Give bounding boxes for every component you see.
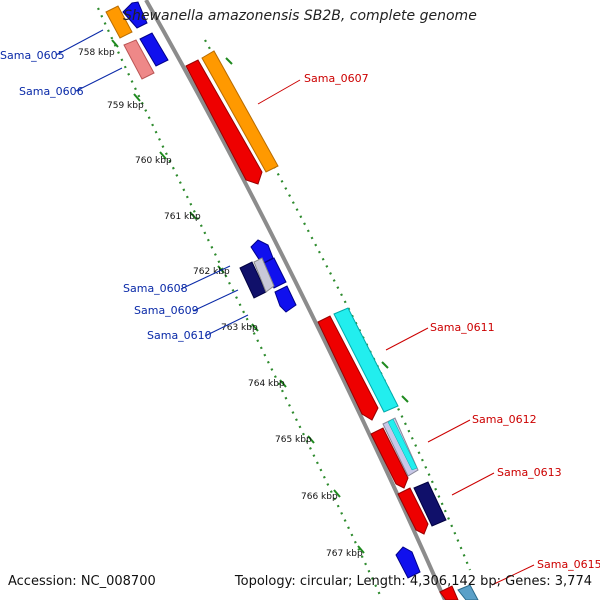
label-sama-0615[interactable]: Sama_0615 — [537, 558, 600, 571]
genome-summary-text: Topology: circular; Length: 4,306,142 bp… — [234, 574, 592, 589]
tick-label-760: 760 kbp — [135, 156, 172, 166]
gene-sama-0609[interactable] — [239, 257, 275, 299]
tick-label-767: 767 kbp — [326, 549, 363, 559]
label-sama-0610[interactable]: Sama_0610 — [147, 329, 212, 342]
tick-label-758: 758 kbp — [78, 48, 115, 58]
gene-sama-0613[interactable] — [397, 481, 447, 535]
label-sama-0606[interactable]: Sama_0606 — [19, 85, 84, 98]
tick-label-762: 762 kbp — [193, 267, 230, 277]
genome-title: Shewanella amazonensis SB2B, complete ge… — [123, 8, 477, 24]
gene-sama-0606[interactable] — [123, 39, 155, 80]
label-sama-0605[interactable]: Sama_0605 — [0, 49, 65, 62]
gene-sama-0612[interactable] — [370, 417, 419, 489]
tick-label-764: 764 kbp — [248, 379, 285, 389]
gene-sama-0610[interactable] — [274, 285, 297, 313]
label-sama-0607[interactable]: Sama_0607 — [304, 72, 369, 85]
tick-label-766: 766 kbp — [301, 492, 338, 502]
label-sama-0608[interactable]: Sama_0608 — [123, 282, 188, 295]
gene-sama-0615[interactable] — [439, 584, 479, 600]
tick-label-763: 763 kbp — [221, 323, 258, 333]
gene-sama-0605[interactable] — [105, 1, 169, 67]
gene-sama-0614[interactable] — [395, 546, 421, 579]
tick-label-765: 765 kbp — [275, 435, 312, 445]
label-sama-0611[interactable]: Sama_0611 — [430, 321, 495, 334]
leader-lines — [55, 29, 535, 586]
label-sama-0613[interactable]: Sama_0613 — [497, 466, 562, 479]
label-sama-0609[interactable]: Sama_0609 — [134, 304, 199, 317]
tick-label-759: 759 kbp — [107, 101, 144, 111]
genome-backbone — [144, 0, 447, 600]
ruler-major-ticks — [111, 39, 409, 554]
tick-label-761: 761 kbp — [164, 212, 201, 222]
gene-sama-0611[interactable] — [317, 307, 399, 421]
accession-text: Accession: NC_008700 — [8, 574, 156, 589]
inner-ruler-line — [96, 7, 381, 596]
gene-sama-0607[interactable] — [185, 50, 279, 185]
label-sama-0612[interactable]: Sama_0612 — [472, 413, 537, 426]
outer-ruler-line — [204, 39, 472, 571]
